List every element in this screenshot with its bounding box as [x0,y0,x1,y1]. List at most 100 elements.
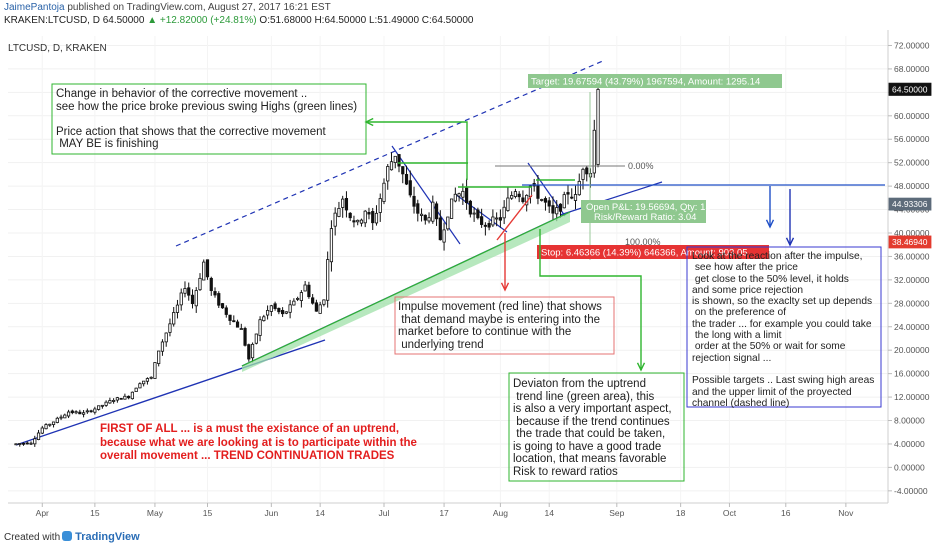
candle-body [378,198,382,213]
candle-body [536,184,540,199]
stop-label-box [537,245,769,259]
fib-zero-label: 0.00% [628,161,654,171]
candle-body [217,293,221,306]
candle-body [254,333,258,344]
arrow-reaction-head [785,237,795,247]
arrow-deviation-line [539,229,642,370]
candle-body [48,423,52,426]
candle-body [168,323,172,333]
open-pl-label: Open P&L: 19.56694, Qty: 15 [586,202,711,213]
arrow-entry-down-head [765,219,775,229]
candle-body [491,216,495,226]
candle-body [352,220,356,223]
candle-body [250,343,255,359]
price-tag-box [888,235,932,249]
candle-body [228,314,232,321]
price-tick-label: 24.00000 [894,322,930,332]
price-tick-label: 0.00000 [894,462,925,472]
candle-body [408,180,412,196]
candle-body [303,284,307,292]
candle-body [318,304,322,314]
price-tick-label: 28.00000 [894,298,930,308]
candle-body [468,200,472,215]
candle-body [333,212,337,227]
candle-body [183,288,187,294]
candle-body [389,161,394,171]
arrow-behavior-head [364,117,374,127]
candle-body [446,216,450,230]
footer: Created with TradingView [4,531,140,543]
candle-body [495,217,499,220]
candle-body [588,173,593,178]
annotation-impulse-box [394,296,615,355]
candle-body [480,216,484,225]
candle-body [265,310,270,316]
candle-body [21,442,26,445]
candle-body [187,287,191,296]
author-link[interactable]: JaimePantoja [4,2,65,13]
candle-body [543,198,548,203]
candle-body [476,209,480,219]
candle-body [281,309,285,315]
candle-body [367,212,371,215]
candle-body [194,290,198,307]
price-tag-label: 38.46940 [892,237,928,247]
candle-body [483,224,487,227]
price-tick-label: 20.00000 [894,345,930,355]
candle-body [179,292,183,306]
candle-body [25,442,29,445]
candle-body [419,213,424,216]
candle-body [329,228,334,263]
price-tick-label: 68.00000 [894,64,930,74]
candle-body [592,129,596,174]
price-tick-label: 56.00000 [894,134,930,144]
candle-body [502,206,506,219]
candle-body [427,217,431,222]
candle-body [127,395,131,399]
price-tag-label: 44.93306 [892,199,928,209]
price-tick-label: 32.00000 [894,275,930,285]
quote-ohlc: O:51.68000 H:64.50000 L:51.49000 C:64.50… [256,15,474,26]
time-tick-label: Jul [379,508,390,518]
price-tick-label: 48.00000 [894,181,930,191]
candle-body [198,277,202,291]
candle-body [299,292,303,301]
candle-body [142,380,146,385]
candle-body [243,328,247,346]
candle-body [423,214,427,221]
created-with-text: Created with [4,532,61,543]
trendline-down-3 [527,162,566,217]
candle-body [134,387,138,392]
candle-body [397,154,401,167]
time-tick-label: Oct [723,508,737,518]
publish-info: published on TradingView.com, August 27,… [64,2,331,13]
annotation-behavior-box [51,83,367,155]
price-tick-label: 4.00000 [894,439,925,449]
risk-reward-label: Risk/Reward Ratio: 3.04 [594,212,696,223]
candle-body [66,411,71,417]
candle-body [123,395,127,400]
candle-body [416,203,420,214]
candle-body [506,197,510,211]
candle-body [453,193,457,202]
candle-body [108,400,112,404]
candle-body [164,332,168,343]
candle-body [235,321,240,328]
candle-body [112,399,116,402]
time-tick-label: Aug [493,508,508,518]
time-tick-label: Nov [838,508,854,518]
candle-body [74,411,78,414]
candle-body [386,166,390,182]
arrow-behavior-line [366,121,468,180]
tradingview-brand[interactable]: TradingView [75,531,140,543]
candle-body [442,229,446,243]
candle-body [585,167,589,175]
candle-body [130,391,135,400]
candle-body [18,443,22,445]
price-tick-label: -4.00000 [894,486,928,496]
candle-body [14,443,18,446]
price-tick-label: 72.00000 [894,40,930,50]
candle-body [262,316,266,322]
candle-body [348,212,352,219]
